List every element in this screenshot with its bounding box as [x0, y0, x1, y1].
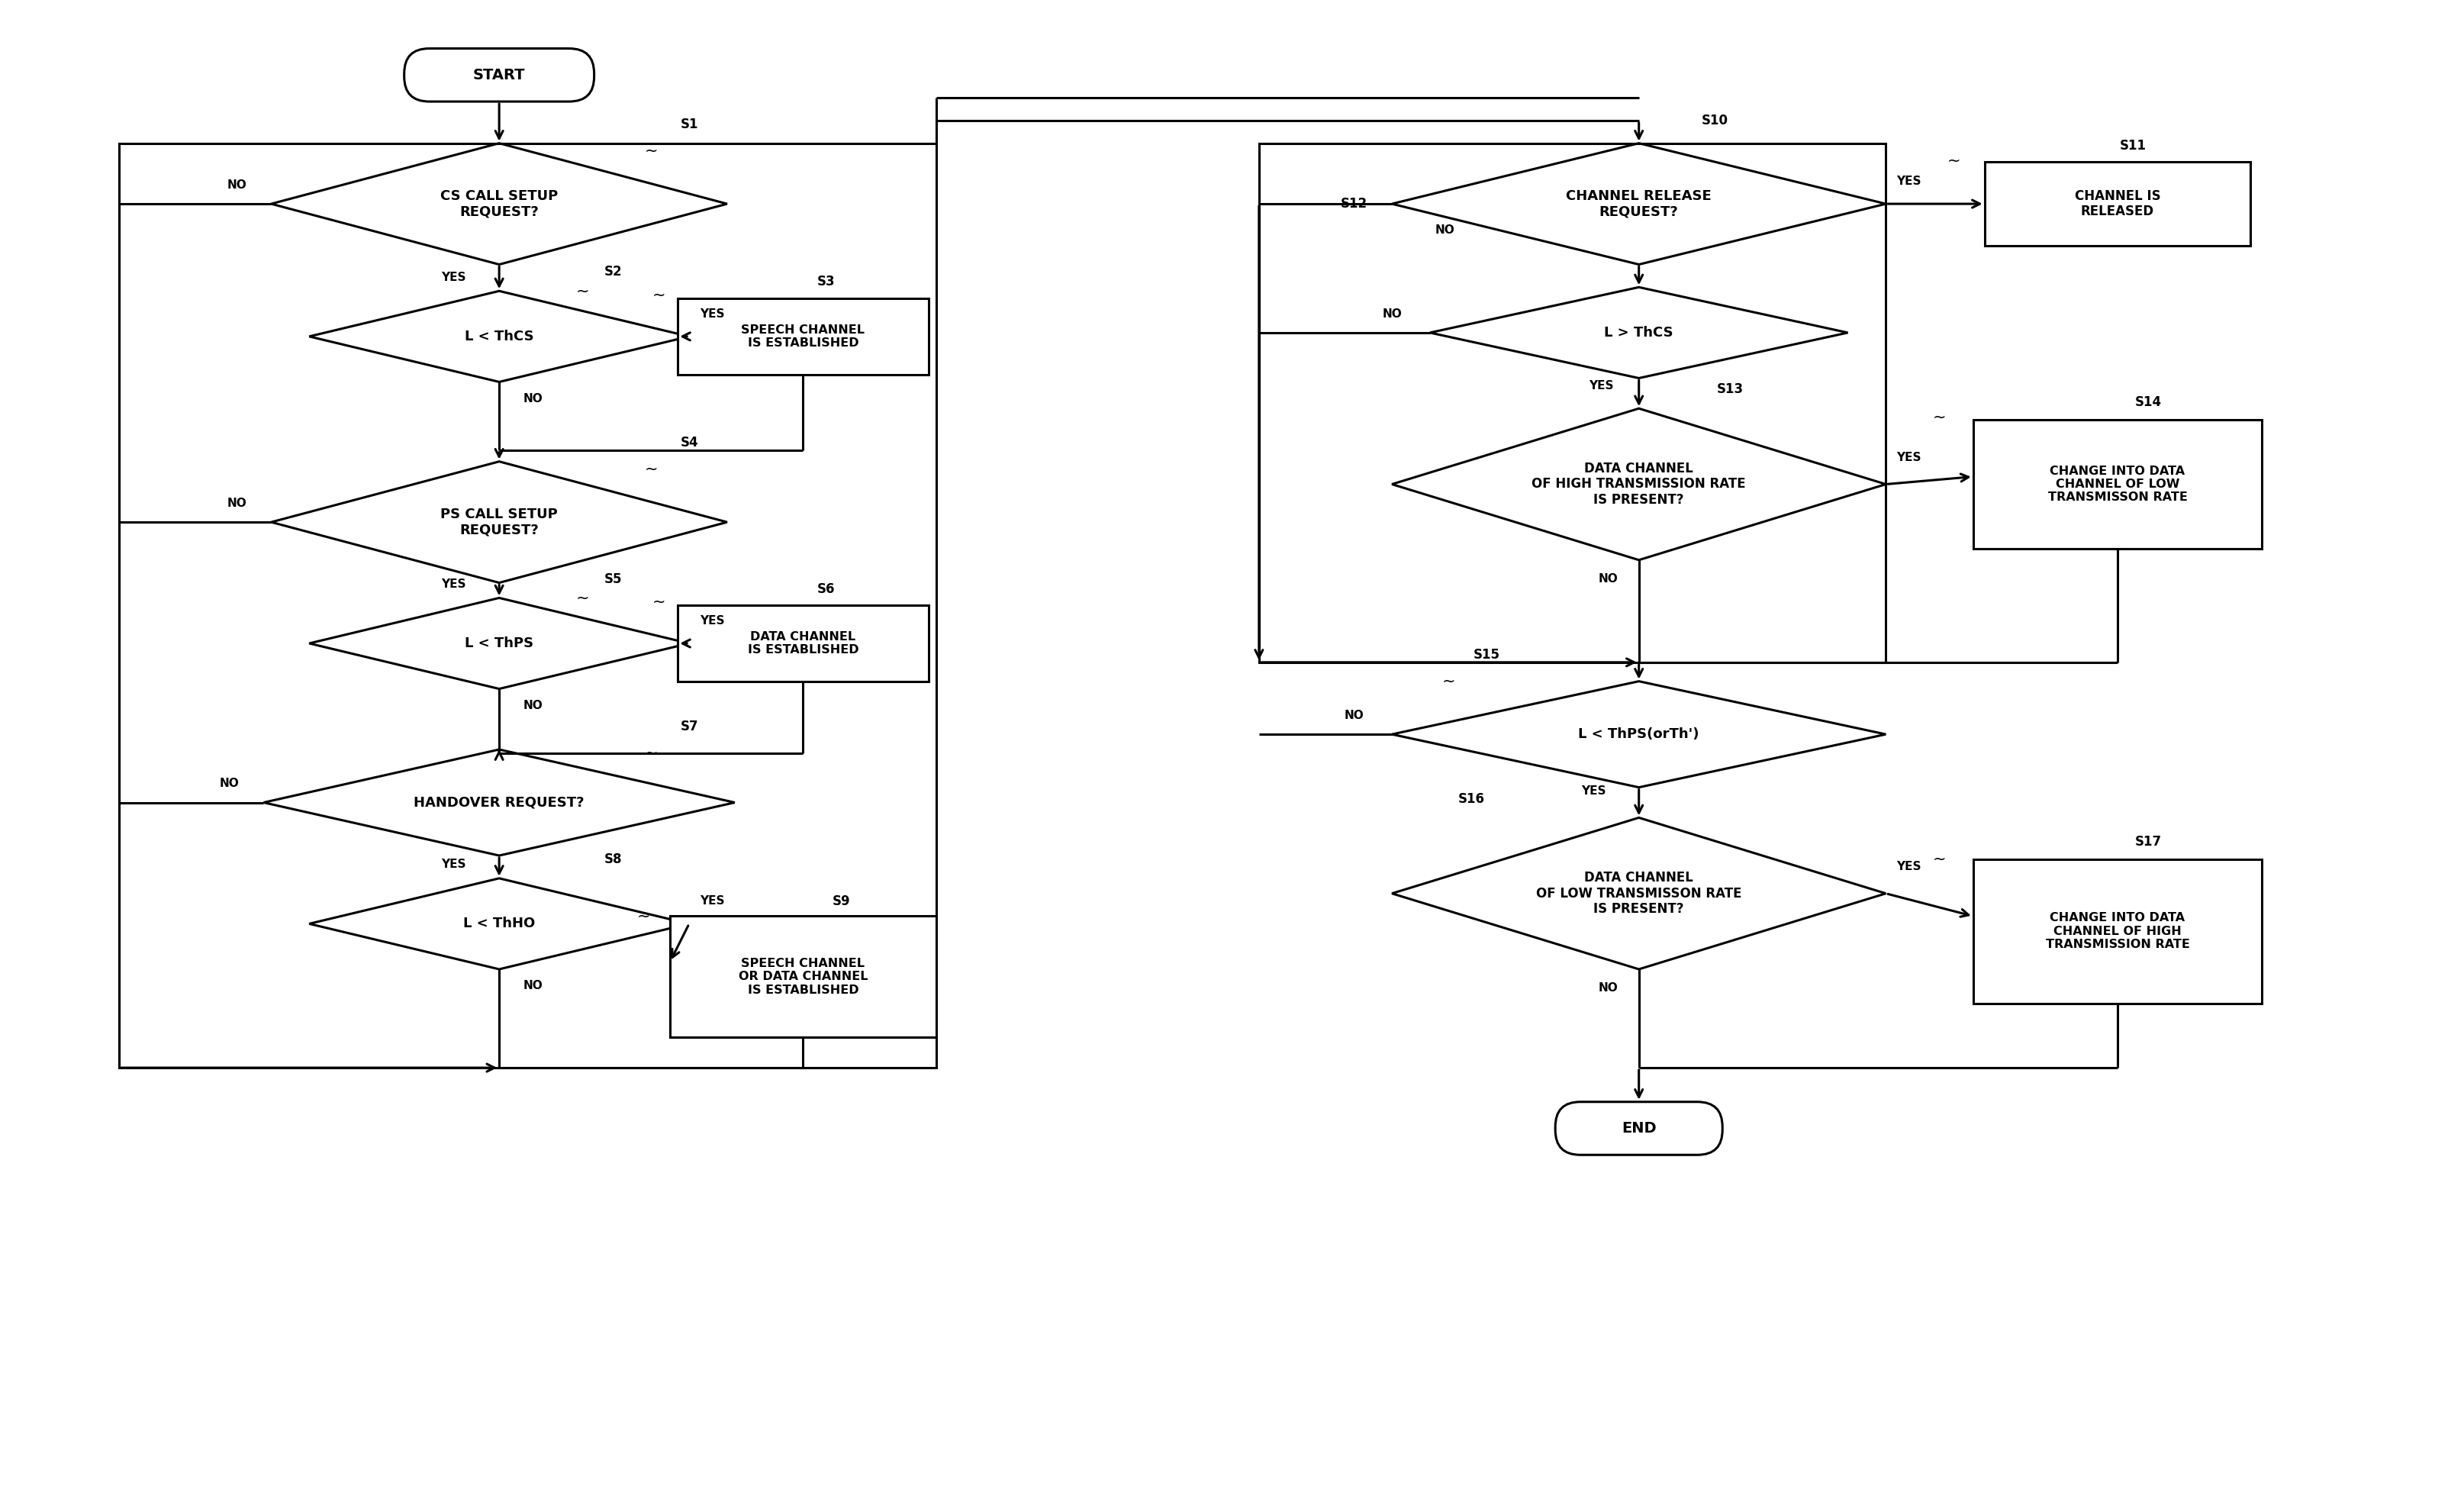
Polygon shape: [264, 749, 734, 855]
Polygon shape: [1392, 143, 1885, 265]
Bar: [118, 143, 936, 1067]
Text: ~: ~: [577, 283, 589, 298]
Text: YES: YES: [1895, 452, 1919, 464]
FancyBboxPatch shape: [1555, 1102, 1722, 1154]
Text: END: END: [1621, 1121, 1656, 1136]
Bar: [1974, 420, 2262, 549]
Text: NO: NO: [1343, 710, 1363, 721]
Text: S3: S3: [816, 275, 835, 289]
Text: ~: ~: [643, 745, 658, 762]
Text: S7: S7: [680, 719, 697, 733]
Text: ~: ~: [643, 462, 658, 477]
Bar: [1974, 859, 2262, 1004]
Text: NO: NO: [1382, 309, 1402, 319]
Text: S8: S8: [604, 852, 621, 867]
Text: L < ThHO: L < ThHO: [463, 917, 535, 930]
Text: YES: YES: [441, 271, 466, 283]
Polygon shape: [271, 462, 727, 582]
Polygon shape: [1392, 817, 1885, 969]
Text: S10: S10: [1700, 113, 1727, 128]
Text: ~: ~: [1932, 409, 1944, 426]
Polygon shape: [1392, 408, 1885, 560]
Text: S5: S5: [604, 572, 621, 585]
Text: NO: NO: [1434, 224, 1454, 236]
Bar: [678, 298, 929, 375]
Text: ~: ~: [1441, 674, 1456, 689]
Text: L > ThCS: L > ThCS: [1604, 325, 1673, 340]
Text: S14: S14: [2134, 396, 2161, 409]
FancyBboxPatch shape: [404, 48, 594, 101]
Text: DATA CHANNEL
OF LOW TRANSMISSON RATE
IS PRESENT?: DATA CHANNEL OF LOW TRANSMISSON RATE IS …: [1535, 871, 1742, 917]
Text: SPEECH CHANNEL
IS ESTABLISHED: SPEECH CHANNEL IS ESTABLISHED: [742, 324, 865, 349]
Polygon shape: [308, 879, 690, 969]
Text: YES: YES: [1895, 861, 1919, 873]
Text: YES: YES: [1587, 379, 1614, 391]
Text: NO: NO: [522, 393, 542, 405]
Text: ~: ~: [577, 590, 589, 605]
Text: NO: NO: [522, 700, 542, 712]
Text: S6: S6: [816, 582, 835, 596]
Text: S12: S12: [1340, 197, 1368, 211]
Polygon shape: [308, 290, 690, 382]
Text: YES: YES: [1579, 786, 1604, 796]
Text: YES: YES: [700, 616, 724, 626]
Text: ~: ~: [653, 594, 665, 610]
Bar: [678, 605, 929, 682]
Text: S16: S16: [1459, 792, 1486, 805]
Text: DATA CHANNEL
IS ESTABLISHED: DATA CHANNEL IS ESTABLISHED: [747, 631, 857, 656]
Text: NO: NO: [227, 498, 246, 509]
Text: L < ThPS(orTh'): L < ThPS(orTh'): [1577, 727, 1698, 740]
Polygon shape: [271, 143, 727, 265]
Text: ~: ~: [1932, 852, 1944, 867]
Text: CHANGE INTO DATA
CHANNEL OF HIGH
TRANSMISSION RATE: CHANGE INTO DATA CHANNEL OF HIGH TRANSMI…: [2045, 912, 2188, 950]
Text: YES: YES: [1895, 176, 1919, 187]
Text: SPEECH CHANNEL
OR DATA CHANNEL
IS ESTABLISHED: SPEECH CHANNEL OR DATA CHANNEL IS ESTABL…: [739, 957, 867, 996]
Text: START: START: [473, 68, 525, 83]
Text: NO: NO: [227, 179, 246, 191]
Bar: [670, 917, 936, 1037]
Text: YES: YES: [700, 895, 724, 906]
Text: NO: NO: [1599, 983, 1619, 993]
Polygon shape: [1392, 682, 1885, 787]
Text: S1: S1: [680, 117, 697, 131]
Text: S9: S9: [833, 894, 850, 908]
Text: S2: S2: [604, 265, 621, 278]
Text: S15: S15: [1473, 647, 1501, 662]
Text: CHANNEL IS
RELEASED: CHANNEL IS RELEASED: [2075, 190, 2161, 218]
Text: ~: ~: [1947, 154, 1961, 169]
Text: DATA CHANNEL
OF HIGH TRANSMISSION RATE
IS PRESENT?: DATA CHANNEL OF HIGH TRANSMISSION RATE I…: [1530, 462, 1745, 507]
Text: CHANGE INTO DATA
CHANNEL OF LOW
TRANSMISSON RATE: CHANGE INTO DATA CHANNEL OF LOW TRANSMIS…: [2048, 465, 2186, 503]
Text: YES: YES: [441, 578, 466, 590]
Text: ~: ~: [653, 287, 665, 303]
Text: CS CALL SETUP
REQUEST?: CS CALL SETUP REQUEST?: [441, 190, 557, 218]
Text: L < ThCS: L < ThCS: [463, 330, 535, 343]
Text: S13: S13: [1715, 382, 1742, 396]
Text: CHANNEL RELEASE
REQUEST?: CHANNEL RELEASE REQUEST?: [1565, 190, 1710, 218]
Text: ~: ~: [636, 909, 650, 924]
Text: HANDOVER REQUEST?: HANDOVER REQUEST?: [414, 796, 584, 810]
Text: YES: YES: [700, 309, 724, 319]
Text: ~: ~: [643, 143, 658, 158]
Bar: [1984, 163, 2250, 245]
Polygon shape: [1429, 287, 1848, 378]
Text: L < ThPS: L < ThPS: [466, 637, 532, 650]
Text: S4: S4: [680, 435, 697, 450]
Text: NO: NO: [522, 980, 542, 992]
Text: S17: S17: [2134, 835, 2161, 849]
Text: YES: YES: [441, 859, 466, 870]
Text: S11: S11: [2119, 138, 2146, 152]
Text: PS CALL SETUP
REQUEST?: PS CALL SETUP REQUEST?: [441, 507, 557, 537]
Text: NO: NO: [219, 778, 239, 789]
Polygon shape: [308, 597, 690, 689]
Text: NO: NO: [1599, 573, 1619, 584]
Bar: [1259, 143, 1885, 662]
